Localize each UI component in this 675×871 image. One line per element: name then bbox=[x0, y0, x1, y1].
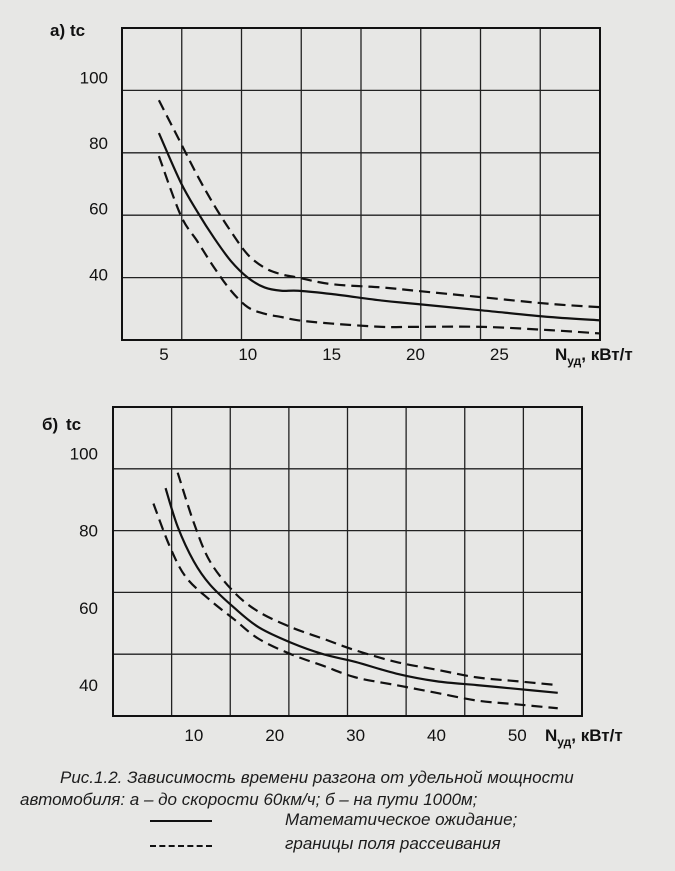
series-line-mean bbox=[164, 487, 558, 694]
chart-panel-a: 5 10 15 20 25 40 60 80 100 а) tс Nуд, кВт/т bbox=[50, 21, 633, 368]
series-line-dashed-bound-1 bbox=[176, 472, 558, 687]
plot-frame bbox=[112, 406, 583, 717]
y-tick-label: 80 bbox=[79, 522, 98, 541]
x-axis-label: Nуд, кВт/т bbox=[545, 726, 623, 749]
caption-line-1: Рис.1.2. Зависимость времени разгона от … bbox=[60, 768, 574, 787]
x-tick-label: 10 bbox=[238, 345, 257, 364]
chart-panel-b: 10 20 30 40 50 40 60 80 100 б) tс Nуд, кВт/т bbox=[42, 406, 623, 749]
legend-dashed-line bbox=[150, 845, 212, 847]
x-tick-label: 50 bbox=[508, 726, 527, 745]
plot-frame bbox=[121, 27, 601, 341]
panel-label: а) bbox=[50, 21, 65, 40]
legend-solid-line bbox=[150, 820, 212, 822]
y-tick-label: 100 bbox=[70, 444, 98, 463]
y-tick-label: 40 bbox=[89, 265, 108, 284]
panel-label: б) bbox=[42, 415, 58, 434]
y-tick-label: 100 bbox=[80, 68, 108, 87]
legend-solid-label: Математическое ожидание; bbox=[285, 810, 518, 829]
y-tick-label: 60 bbox=[89, 200, 108, 219]
series-line-dashed-bound-1 bbox=[157, 99, 601, 309]
x-tick-label: 20 bbox=[406, 345, 425, 364]
y-tick-label: 40 bbox=[79, 676, 98, 695]
series-line-mean bbox=[157, 132, 601, 322]
figure-canvas: 5 10 15 20 25 40 60 80 100 а) tс Nуд, кВт/т 10 20 30 40… bbox=[42, 21, 633, 749]
x-tick-label: 40 bbox=[427, 726, 446, 745]
x-tick-label: 20 bbox=[265, 726, 284, 745]
y-tick-label: 80 bbox=[89, 134, 108, 153]
legend-dashed-label: границы поля рассеивания bbox=[285, 834, 501, 853]
x-axis-label: Nуд, кВт/т bbox=[555, 345, 633, 368]
x-tick-label: 15 bbox=[322, 345, 341, 364]
x-tick-label: 5 bbox=[159, 345, 168, 364]
y-tick-label: 60 bbox=[79, 599, 98, 618]
x-tick-label: 30 bbox=[346, 726, 365, 745]
y-axis-label: tс bbox=[70, 21, 85, 40]
series-line-dashed-bound-2 bbox=[157, 155, 601, 335]
series-line-dashed-bound-2 bbox=[152, 503, 558, 710]
x-tick-label: 10 bbox=[184, 726, 203, 745]
caption-line-2: автомобиля: а – до скорости 60км/ч; б – … bbox=[20, 790, 478, 809]
x-tick-label: 25 bbox=[490, 345, 509, 364]
y-axis-label: tс bbox=[66, 415, 81, 434]
